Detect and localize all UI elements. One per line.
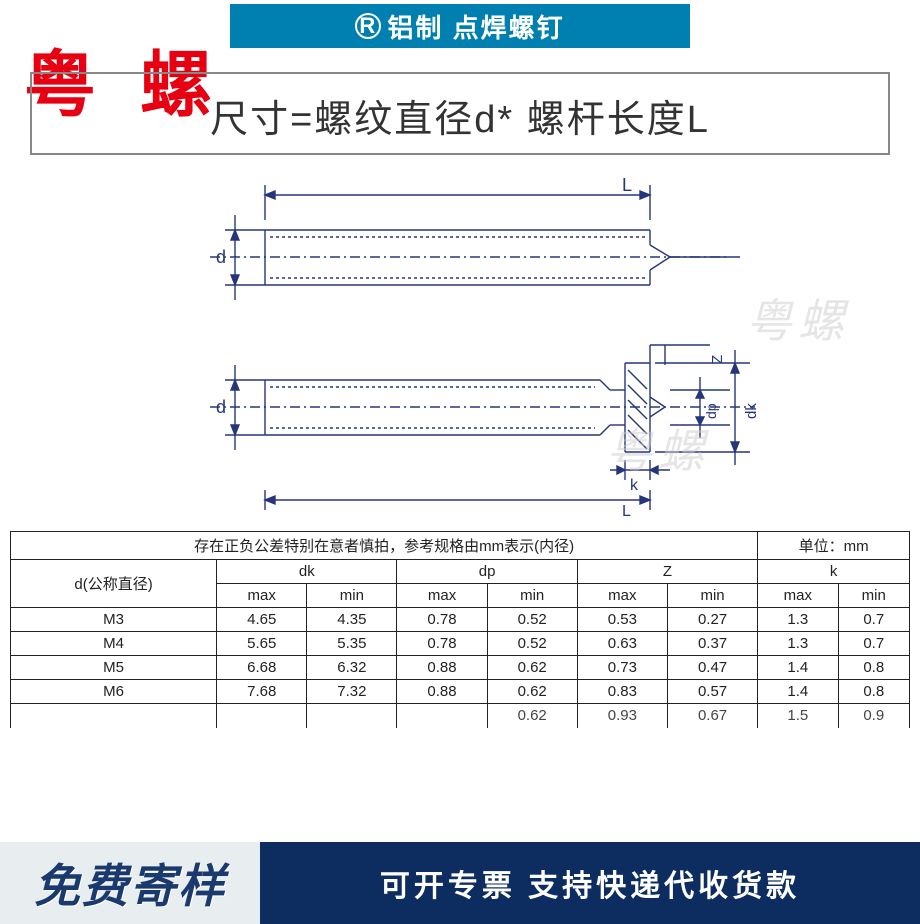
cell: 0.62 bbox=[487, 680, 577, 704]
table-row: M45.655.350.780.520.630.371.30.7 bbox=[11, 632, 910, 656]
cell: 6.32 bbox=[307, 656, 397, 680]
title-bar: R 铝制 点焊螺钉 bbox=[230, 4, 690, 48]
sub-max: max bbox=[577, 584, 667, 608]
cell: 0.9 bbox=[838, 704, 909, 728]
table-unit: 单位：mm bbox=[758, 532, 910, 560]
cell: 0.7 bbox=[838, 632, 909, 656]
cell: 5.65 bbox=[217, 632, 307, 656]
table-note: 存在正负公差特别在意者慎拍，参考规格由mm表示(内径) bbox=[11, 532, 758, 560]
row-name: M5 bbox=[11, 656, 217, 680]
cell: 0.78 bbox=[397, 632, 487, 656]
dim-L-bottom: L bbox=[622, 503, 631, 520]
sub-max: max bbox=[397, 584, 487, 608]
dim-d-top: d bbox=[216, 247, 226, 267]
cell: 0.27 bbox=[667, 608, 757, 632]
cell: 0.57 bbox=[667, 680, 757, 704]
cell: 5.35 bbox=[307, 632, 397, 656]
dim-d-bottom: d bbox=[216, 397, 226, 417]
cell bbox=[307, 704, 397, 728]
cell: 0.62 bbox=[487, 656, 577, 680]
row-name: M6 bbox=[11, 680, 217, 704]
sub-min: min bbox=[487, 584, 577, 608]
cell bbox=[11, 704, 217, 728]
footer-banner: 免费寄样 可开专票 支持快递代收货款 bbox=[0, 842, 920, 924]
cell: 0.52 bbox=[487, 632, 577, 656]
cell: 0.78 bbox=[397, 608, 487, 632]
table-partial-row: 0.62 0.93 0.67 1.5 0.9 bbox=[11, 704, 910, 728]
dim-dk: dk bbox=[743, 403, 760, 419]
cell bbox=[217, 704, 307, 728]
registered-mark: R bbox=[355, 13, 381, 39]
cell bbox=[397, 704, 487, 728]
cell: 7.32 bbox=[307, 680, 397, 704]
sub-max: max bbox=[217, 584, 307, 608]
sub-min: min bbox=[307, 584, 397, 608]
cell: 0.67 bbox=[667, 704, 757, 728]
cell: 0.53 bbox=[577, 608, 667, 632]
cell: 0.73 bbox=[577, 656, 667, 680]
col-dp: dp bbox=[397, 560, 577, 584]
cell: 4.35 bbox=[307, 608, 397, 632]
subtitle-box: 尺寸=螺纹直径d* 螺杆长度L bbox=[30, 72, 890, 155]
cell: 0.7 bbox=[838, 608, 909, 632]
row-name: M3 bbox=[11, 608, 217, 632]
cell: 7.68 bbox=[217, 680, 307, 704]
table-row: M67.687.320.880.620.830.571.40.8 bbox=[11, 680, 910, 704]
footer-right: 可开专票 支持快递代收货款 bbox=[260, 842, 920, 924]
cell: 0.47 bbox=[667, 656, 757, 680]
cell: 1.4 bbox=[758, 656, 838, 680]
footer-left: 免费寄样 bbox=[0, 842, 260, 924]
cell: 0.8 bbox=[838, 680, 909, 704]
watermark: 粤螺 bbox=[606, 415, 710, 481]
technical-diagram: 粤螺 粤螺 L bbox=[10, 165, 910, 525]
sub-min: min bbox=[838, 584, 909, 608]
dim-L-top: L bbox=[622, 175, 632, 195]
cell: 4.65 bbox=[217, 608, 307, 632]
table-header-row-1: d(公称直径) dk dp Z k bbox=[11, 560, 910, 584]
table-row: M56.686.320.880.620.730.471.40.8 bbox=[11, 656, 910, 680]
cell: 1.5 bbox=[758, 704, 838, 728]
row-header: d(公称直径) bbox=[11, 560, 217, 608]
sub-min: min bbox=[667, 584, 757, 608]
cell: 0.88 bbox=[397, 656, 487, 680]
cell: 0.93 bbox=[577, 704, 667, 728]
title-text: 铝制 点焊螺钉 bbox=[387, 8, 564, 45]
cell: 1.4 bbox=[758, 680, 838, 704]
cell: 0.37 bbox=[667, 632, 757, 656]
subtitle-text: 尺寸=螺纹直径d* 螺杆长度L bbox=[210, 99, 710, 141]
col-Z: Z bbox=[577, 560, 757, 584]
spec-table: 存在正负公差特别在意者慎拍，参考规格由mm表示(内径) 单位：mm d(公称直径… bbox=[10, 531, 910, 728]
cell: 0.62 bbox=[487, 704, 577, 728]
cell: 0.83 bbox=[577, 680, 667, 704]
cell: 0.8 bbox=[838, 656, 909, 680]
cell: 0.63 bbox=[577, 632, 667, 656]
row-name: M4 bbox=[11, 632, 217, 656]
cell: 0.52 bbox=[487, 608, 577, 632]
cell: 1.3 bbox=[758, 608, 838, 632]
table-row: M34.654.350.780.520.530.271.30.7 bbox=[11, 608, 910, 632]
table-note-row: 存在正负公差特别在意者慎拍，参考规格由mm表示(内径) 单位：mm bbox=[11, 532, 910, 560]
col-k: k bbox=[758, 560, 910, 584]
cell: 6.68 bbox=[217, 656, 307, 680]
cell: 1.3 bbox=[758, 632, 838, 656]
spec-table-wrap: 存在正负公差特别在意者慎拍，参考规格由mm表示(内径) 单位：mm d(公称直径… bbox=[10, 531, 910, 728]
col-dk: dk bbox=[217, 560, 397, 584]
sub-max: max bbox=[758, 584, 838, 608]
watermark: 粤螺 bbox=[746, 285, 850, 351]
cell: 0.88 bbox=[397, 680, 487, 704]
